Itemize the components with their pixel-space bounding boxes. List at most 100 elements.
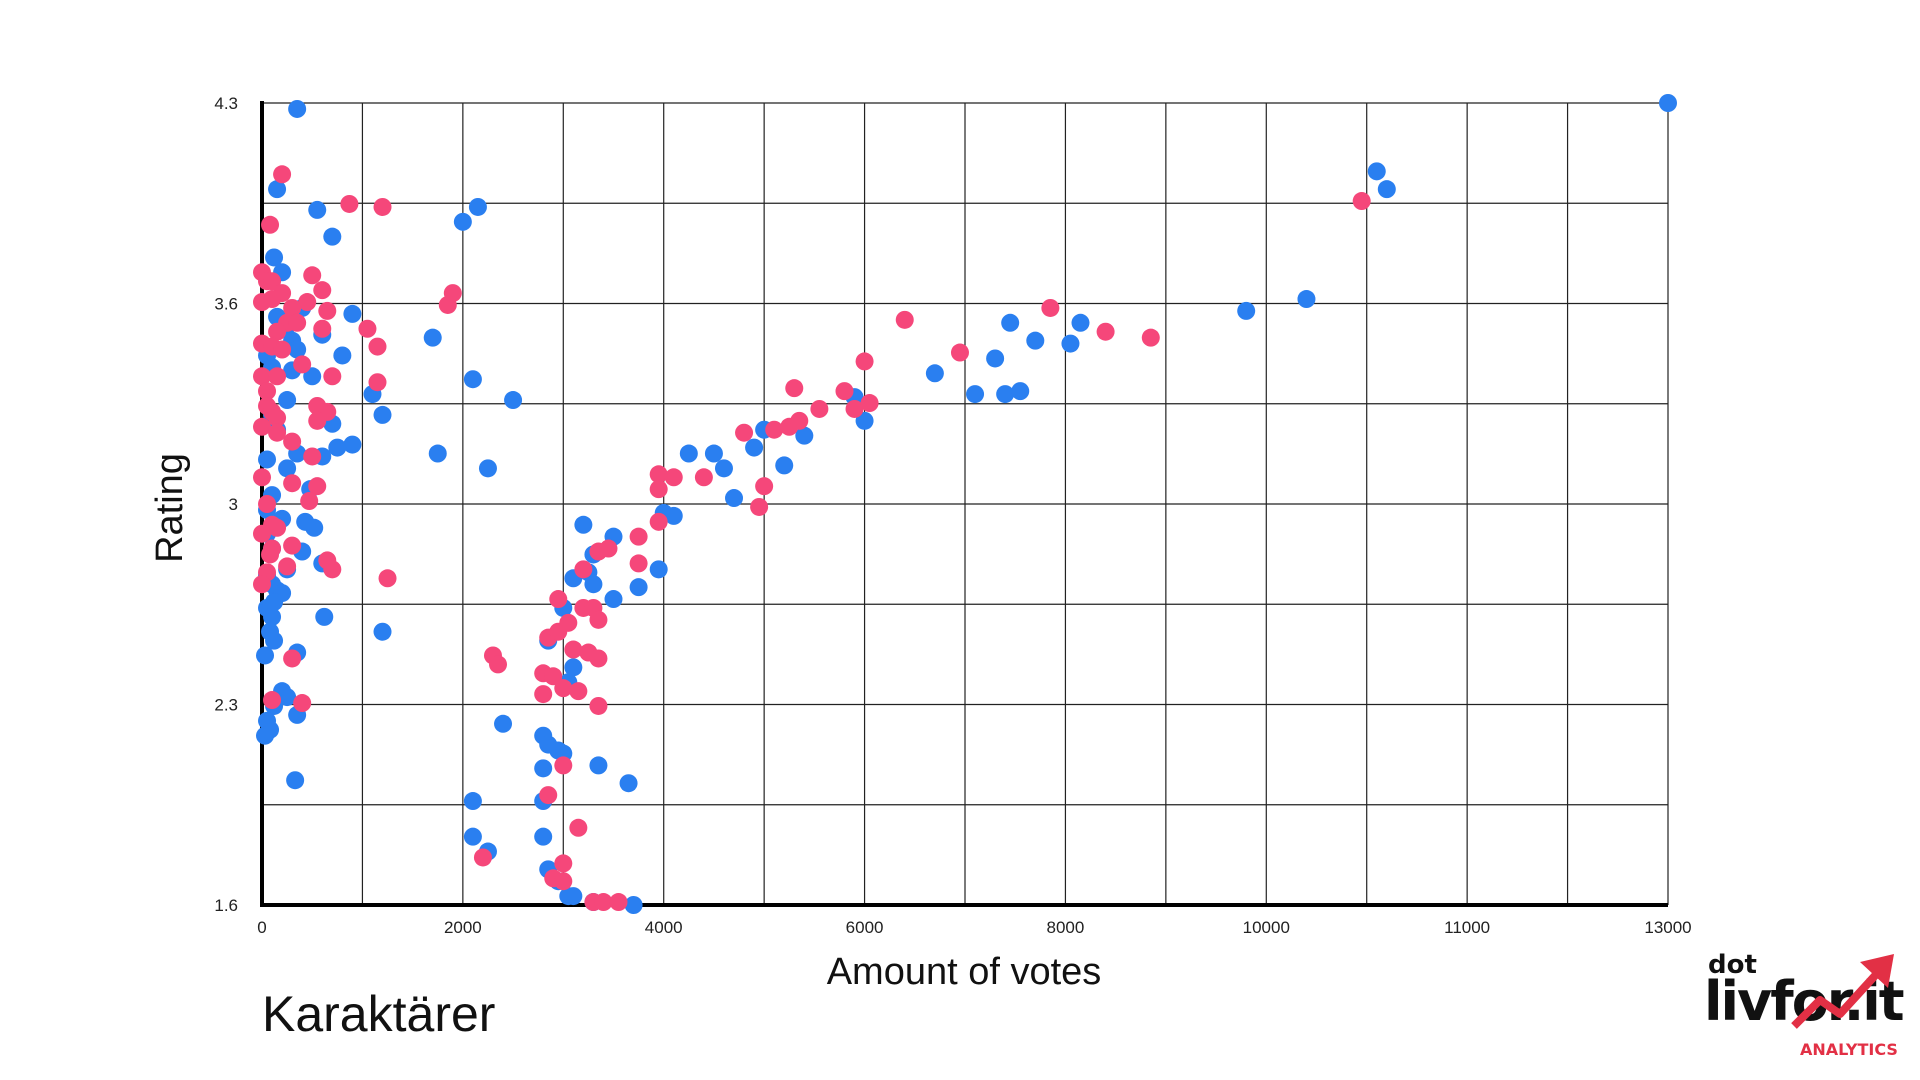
data-point-series-2 <box>860 394 879 413</box>
data-point-series-1 <box>1659 94 1677 112</box>
data-point-series-1 <box>925 364 944 383</box>
data-point-series-2 <box>268 322 287 341</box>
data-point-series-1 <box>1061 334 1080 353</box>
data-point-series-2 <box>293 694 312 713</box>
data-point-series-1 <box>343 304 362 323</box>
data-point-series-2 <box>609 893 628 912</box>
data-point-series-1 <box>256 646 275 665</box>
data-point-series-2 <box>268 423 287 442</box>
data-point-series-1 <box>278 391 297 410</box>
data-point-series-2 <box>288 313 307 332</box>
data-point-series-1 <box>725 489 744 508</box>
data-point-series-1 <box>268 180 287 199</box>
data-point-series-1 <box>584 575 603 594</box>
data-point-series-2 <box>258 495 277 513</box>
data-point-series-1 <box>574 515 593 534</box>
data-point-series-2 <box>358 319 377 338</box>
data-point-series-2 <box>589 696 608 715</box>
data-point-series-1 <box>265 631 284 650</box>
data-point-series-1 <box>263 607 282 626</box>
data-point-series-2 <box>283 298 302 317</box>
x-tick-labels: 0 2000 4000 6000 8000 10000 11000 13000 <box>257 918 1691 937</box>
data-point-series-2 <box>258 382 277 401</box>
data-point-series-2 <box>293 355 312 374</box>
data-point-series-1 <box>534 827 553 846</box>
y-tick-label: 4.3 <box>214 94 238 113</box>
data-point-series-2 <box>755 477 774 496</box>
data-point-series-1 <box>305 518 324 537</box>
x-tick-label: 4000 <box>645 918 683 937</box>
data-point-series-1 <box>315 607 334 626</box>
data-point-series-1 <box>308 200 327 219</box>
data-point-series-2 <box>649 465 668 484</box>
data-point-series-2 <box>373 197 392 216</box>
data-point-series-2 <box>273 165 292 184</box>
data-point-series-2 <box>283 536 302 555</box>
x-tick-label: 6000 <box>846 918 884 937</box>
grid <box>262 102 1669 905</box>
data-point-series-1 <box>775 456 794 475</box>
data-point-series-2 <box>649 512 668 531</box>
data-point-series-2 <box>278 557 297 576</box>
y-tick-labels: 1.6 2.3 3 3.6 4.3 <box>214 94 238 915</box>
data-point-series-2 <box>253 417 271 436</box>
data-point-series-1 <box>323 227 342 246</box>
data-point-series-1 <box>288 340 307 359</box>
data-point-series-2 <box>368 337 387 356</box>
y-tick-label: 3.6 <box>214 295 238 314</box>
data-point-series-2 <box>1096 322 1115 341</box>
data-point-series-2 <box>589 610 608 629</box>
data-point-series-1 <box>288 99 307 118</box>
data-point-series-2 <box>253 468 271 487</box>
data-point-series-2 <box>554 872 573 891</box>
data-point-series-2 <box>855 352 874 371</box>
data-point-series-1 <box>1367 162 1386 181</box>
data-point-series-2 <box>298 293 317 312</box>
data-point-series-1 <box>278 459 297 478</box>
data-point-series-2 <box>664 468 683 487</box>
x-tick-label: 13000 <box>1644 918 1691 937</box>
data-point-series-2 <box>569 818 588 837</box>
data-point-series-2 <box>554 854 573 873</box>
data-point-series-1 <box>855 411 874 430</box>
data-point-series-1 <box>303 367 322 386</box>
x-tick-label: 11000 <box>1444 918 1490 937</box>
data-point-series-1 <box>468 197 487 216</box>
data-point-series-2 <box>313 319 332 338</box>
data-point-series-2 <box>765 420 784 439</box>
data-point-series-2 <box>895 310 914 329</box>
data-point-series-2 <box>694 468 713 487</box>
data-point-series-1 <box>534 759 553 778</box>
x-tick-label: 10000 <box>1243 918 1290 937</box>
data-point-series-2 <box>300 492 319 511</box>
data-point-series-1 <box>1237 301 1256 320</box>
data-point-series-1 <box>649 560 668 579</box>
brand-logo: dot livfor.it ANALYTICS <box>1704 950 1905 1059</box>
data-point-series-1 <box>619 774 638 793</box>
data-point-series-2 <box>283 649 302 668</box>
data-point-series-2 <box>283 474 302 493</box>
data-point-series-1 <box>494 714 513 733</box>
data-point-series-1 <box>704 444 723 463</box>
chart-subtitle: Karaktärer <box>262 986 496 1042</box>
data-point-series-2 <box>303 266 322 285</box>
data-point-series-2 <box>263 272 282 291</box>
data-point-series-2 <box>534 685 553 704</box>
data-point-series-1 <box>286 771 305 790</box>
data-point-series-2 <box>323 560 342 579</box>
data-point-series-2 <box>539 786 558 805</box>
data-point-series-1 <box>564 887 583 906</box>
data-point-series-1 <box>996 385 1015 404</box>
data-point-series-1 <box>1377 180 1396 199</box>
data-point-series-1 <box>343 435 362 454</box>
data-point-series-2 <box>268 518 287 537</box>
data-point-series-1 <box>258 450 277 469</box>
data-points <box>253 94 1677 914</box>
x-tick-label: 2000 <box>444 918 482 937</box>
data-point-series-2 <box>599 539 618 558</box>
data-point-series-1 <box>1297 290 1316 309</box>
data-point-series-2 <box>544 667 563 686</box>
data-point-series-2 <box>273 340 292 359</box>
data-point-series-2 <box>308 477 327 496</box>
